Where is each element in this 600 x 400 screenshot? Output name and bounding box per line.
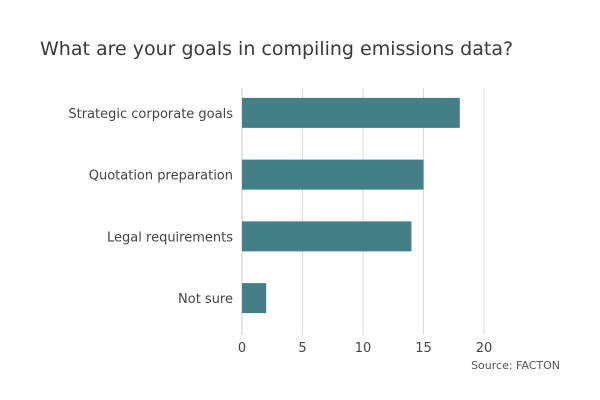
source-note: Source: FACTON bbox=[471, 359, 560, 372]
x-tick-label: 10 bbox=[355, 341, 372, 356]
category-labels: Strategic corporate goals Quotation prepa… bbox=[68, 107, 233, 307]
x-tick-label: 5 bbox=[298, 341, 306, 356]
bar bbox=[242, 221, 412, 252]
bar bbox=[242, 283, 267, 314]
category-label: Not sure bbox=[178, 292, 233, 307]
bars bbox=[242, 97, 460, 314]
category-label: Legal requirements bbox=[107, 230, 233, 245]
bar bbox=[242, 159, 424, 190]
category-label: Strategic corporate goals bbox=[68, 107, 233, 122]
category-label: Quotation preparation bbox=[89, 169, 233, 184]
x-tick-label: 15 bbox=[415, 341, 432, 356]
x-tick-label: 20 bbox=[476, 341, 493, 356]
x-tick-label: 0 bbox=[238, 341, 246, 356]
bar bbox=[242, 97, 460, 128]
chart-title: What are your goals in compiling emissio… bbox=[40, 38, 514, 60]
x-tick-labels: 0 5 10 15 20 bbox=[238, 341, 492, 356]
